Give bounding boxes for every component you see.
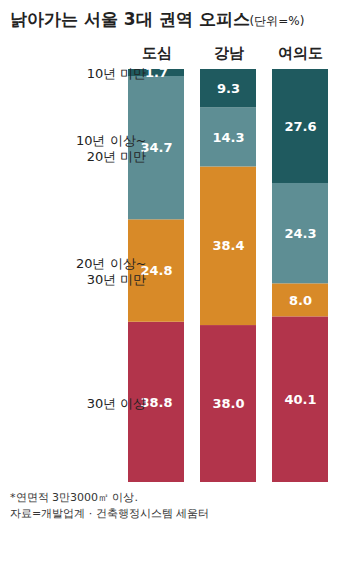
- svg-text:도심: 도심: [142, 44, 172, 62]
- svg-text:여의도: 여의도: [278, 44, 323, 62]
- svg-text:27.6: 27.6: [284, 119, 316, 134]
- svg-text:10년 미만: 10년 미만: [87, 66, 147, 81]
- svg-text:20년 이상~30년 미만: 20년 이상~30년 미만: [76, 256, 147, 287]
- svg-text:10년 이상~20년 미만: 10년 이상~20년 미만: [76, 133, 147, 164]
- svg-text:30년 이상: 30년 이상: [87, 396, 147, 411]
- svg-text:34.7: 34.7: [140, 140, 173, 156]
- svg-text:24.3: 24.3: [284, 226, 316, 241]
- svg-text:9.3: 9.3: [217, 81, 240, 96]
- svg-text:8.0: 8.0: [289, 293, 312, 308]
- svg-text:1.7: 1.7: [145, 65, 168, 80]
- svg-text:24.8: 24.8: [140, 263, 173, 279]
- html-text:낡아가는 서울 3대 권역 오피스(단위=%): 낡아가는 서울 3대 권역 오피스(단위=%): [10, 9, 305, 29]
- html-text:*연면적 3만3000㎡ 이상.: *연면적 3만3000㎡ 이상.: [10, 491, 138, 504]
- svg-text:40.1: 40.1: [284, 392, 316, 407]
- svg-text:38.0: 38.0: [212, 396, 244, 411]
- svg-text:강남: 강남: [214, 44, 244, 62]
- svg-text:38.4: 38.4: [212, 238, 244, 253]
- svg-text:14.3: 14.3: [212, 130, 244, 145]
- html-text:자료=개발업계 · 건축행정시스템 세움터: 자료=개발업계 · 건축행정시스템 세움터: [10, 507, 210, 520]
- svg-text:38.8: 38.8: [140, 394, 173, 410]
